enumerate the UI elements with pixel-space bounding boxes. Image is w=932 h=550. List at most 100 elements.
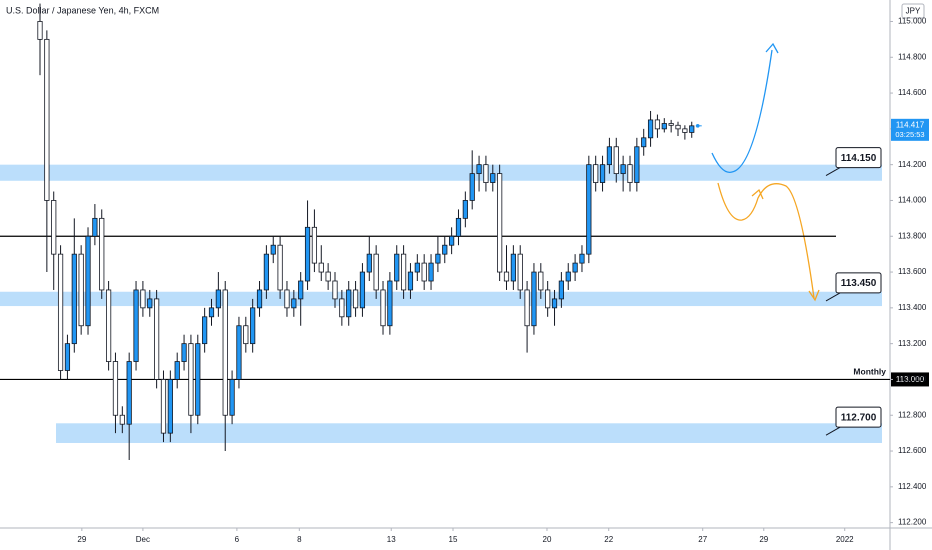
y-tick-label: 114.000	[898, 196, 927, 205]
candle-body	[202, 316, 208, 345]
bullish-arrow	[711, 49, 773, 174]
candle-body	[85, 235, 91, 327]
x-tick-label: 22	[604, 535, 613, 544]
candle-body	[112, 361, 119, 416]
candle-body	[71, 253, 77, 345]
candle-body	[634, 146, 640, 183]
candle-body	[373, 253, 379, 291]
candle-body	[469, 173, 475, 201]
x-tick-label: 2022	[836, 535, 854, 544]
candle-body	[311, 226, 318, 264]
candle-body	[675, 124, 681, 130]
x-tick-label: 27	[698, 535, 707, 544]
candle-body	[119, 414, 125, 425]
candle-body	[167, 379, 173, 434]
candle-body	[387, 280, 393, 327]
level-axis-tag	[891, 372, 929, 387]
candle-body	[195, 343, 201, 416]
bearish-arrow-mid-head	[751, 188, 764, 200]
zone-label: 113.450	[841, 278, 877, 289]
zone-callout	[835, 147, 882, 169]
candle-body	[414, 262, 420, 273]
candle-body	[400, 253, 407, 291]
zone	[0, 164, 882, 181]
candle-body	[449, 235, 455, 246]
candle-body	[229, 379, 235, 416]
candle-body	[325, 271, 331, 282]
x-tick-label: 20	[543, 535, 552, 544]
candle-body	[455, 217, 462, 237]
candle-body	[654, 119, 661, 130]
candle-body	[689, 125, 695, 133]
candle-body	[270, 244, 276, 255]
candle-body	[106, 289, 112, 362]
candle-body	[160, 379, 167, 434]
candle-body	[140, 289, 146, 309]
candle-body	[483, 164, 489, 183]
candle-body	[380, 289, 386, 327]
zone-callout-tail	[825, 167, 841, 177]
y-tick-label: 115.000	[898, 17, 927, 26]
zone-label: 112.700	[841, 412, 877, 423]
candle-body	[545, 289, 551, 309]
candle-body	[181, 343, 187, 362]
candle-body	[613, 146, 619, 175]
candle-body	[57, 253, 64, 371]
last-price-tag	[891, 118, 929, 141]
candle-body	[476, 164, 482, 175]
bullish-arrow-head	[765, 42, 779, 54]
y-tick-label: 113.400	[898, 303, 927, 312]
candle-body	[188, 343, 194, 416]
y-tick-label: 113.800	[898, 231, 927, 240]
zone	[56, 423, 882, 443]
candle-body	[332, 280, 338, 300]
candle-body	[394, 253, 400, 282]
candle-body	[531, 271, 537, 327]
candle-body	[250, 307, 256, 345]
candle-body	[78, 253, 84, 327]
y-tick-label: 112.200	[898, 518, 927, 527]
x-tick-label: 6	[235, 535, 240, 544]
candle-body	[497, 173, 503, 273]
bearish-arrow-head	[808, 289, 820, 302]
candle-body	[661, 123, 667, 130]
candle-body	[435, 253, 441, 264]
candle-body	[99, 217, 105, 291]
candle-body	[682, 128, 688, 133]
y-tick-label: 114.600	[898, 88, 927, 97]
candle-body	[92, 217, 98, 237]
candle-body	[147, 298, 153, 309]
level-axis-label: 113.000	[896, 375, 925, 384]
x-tick-label: 29	[77, 535, 86, 544]
last-price-countdown: 03:25:53	[895, 130, 924, 139]
candle-body	[236, 325, 242, 380]
candle-body	[304, 226, 311, 282]
y-tick-label: 114.800	[898, 52, 927, 61]
candle-body	[524, 289, 530, 327]
candle-body	[174, 361, 180, 380]
y-tick-label: 112.600	[898, 446, 927, 455]
candle-body	[366, 253, 372, 273]
candle-body	[44, 38, 50, 201]
zone-callout	[835, 272, 882, 294]
candle-body	[572, 262, 578, 273]
candle-body	[291, 298, 297, 309]
candle-body	[517, 253, 523, 291]
candle-body	[126, 361, 132, 425]
candle-body	[641, 137, 647, 148]
candle-body	[586, 164, 592, 255]
last-price-dot	[695, 124, 700, 128]
candle-body	[133, 289, 139, 362]
candle-body	[208, 307, 215, 318]
candle-body	[407, 271, 414, 291]
y-tick-label: 113.000	[898, 375, 927, 384]
candle-body	[256, 289, 263, 309]
y-tick-label: 112.400	[898, 482, 927, 491]
candle-body	[490, 173, 496, 183]
candle-body	[359, 271, 366, 309]
currency-box[interactable]	[901, 3, 925, 19]
candle-body	[593, 164, 599, 183]
candle-body	[558, 280, 564, 300]
x-tick-label: Dec	[136, 535, 150, 544]
